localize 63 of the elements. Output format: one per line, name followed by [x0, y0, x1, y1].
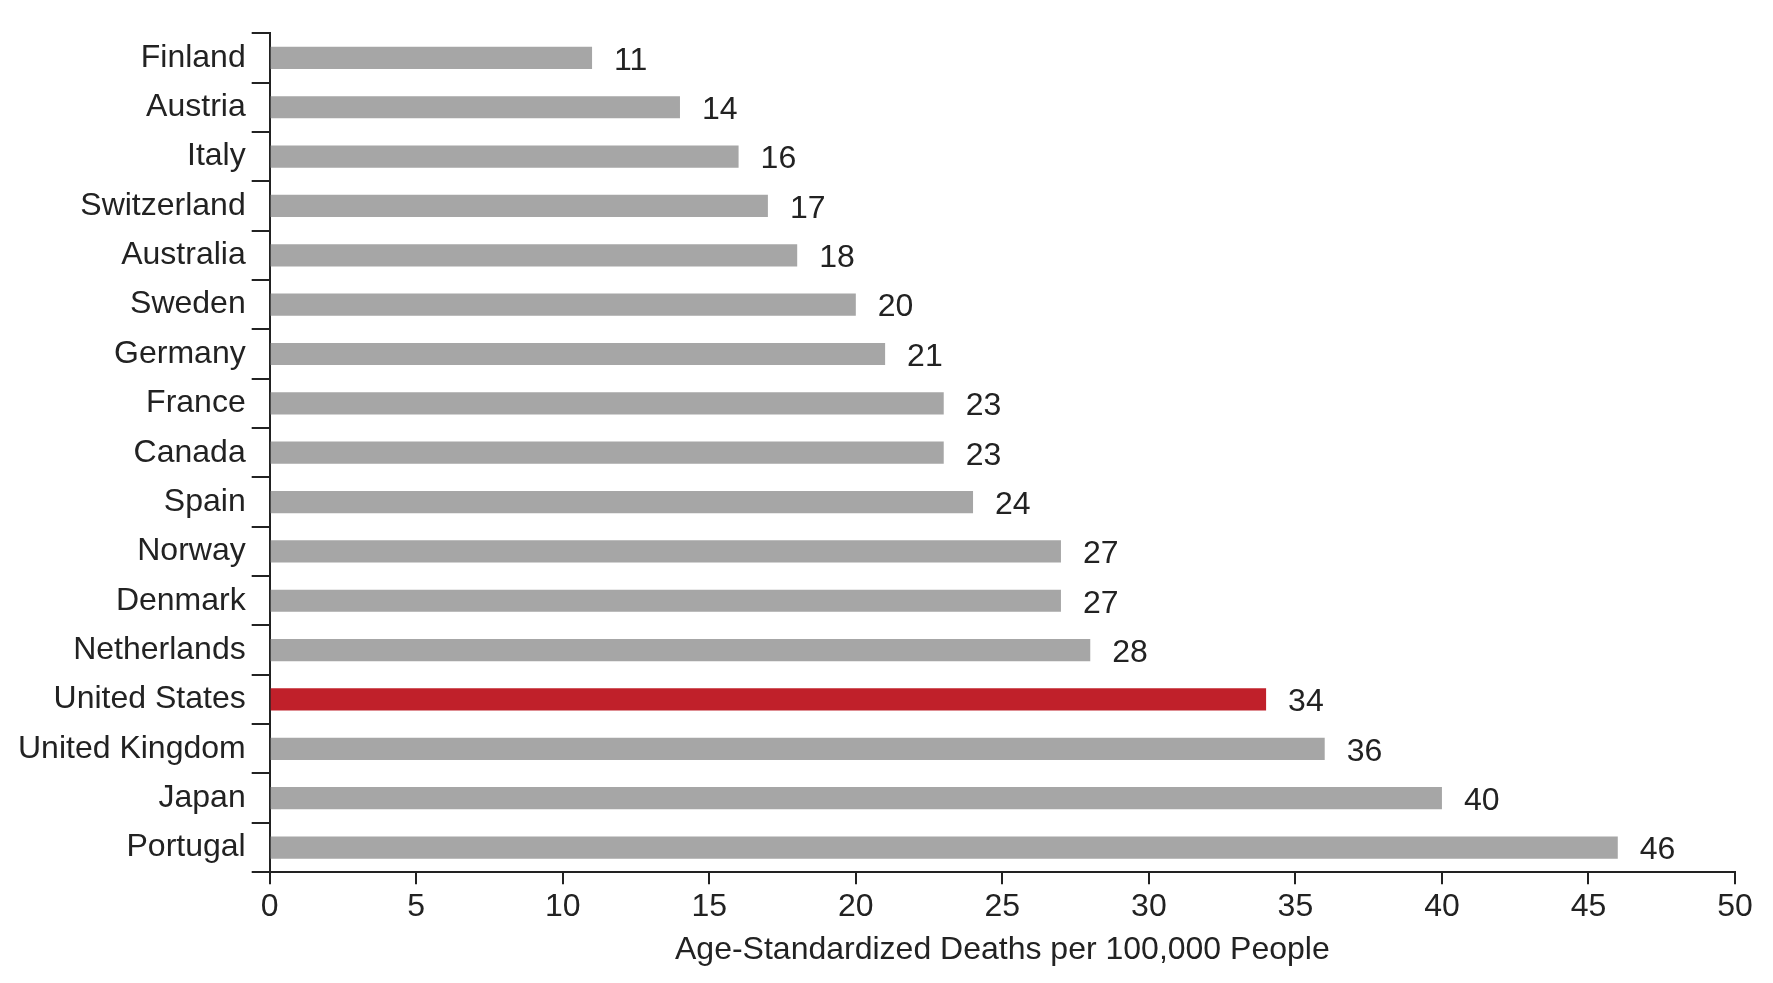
x-tick-label: 45 [1570, 887, 1607, 924]
bar [270, 244, 798, 267]
x-tick-label: 35 [1277, 887, 1314, 924]
x-tick-label: 30 [1131, 887, 1167, 924]
bar [270, 540, 1061, 563]
data-label: 27 [1082, 583, 1119, 620]
y-tick-label: Italy [187, 136, 246, 173]
x-tick-label: 10 [544, 887, 581, 924]
y-tick-label: France [146, 383, 246, 420]
y-tick-label: Australia [121, 235, 246, 272]
x-tick-label: 5 [407, 887, 426, 924]
x-tick-label: 0 [260, 887, 279, 924]
bar [270, 737, 1325, 760]
y-tick-label: United States [53, 679, 246, 716]
bar [270, 490, 974, 514]
bar [270, 836, 1618, 859]
data-label: 24 [995, 484, 1031, 521]
data-label: 34 [1288, 682, 1324, 719]
x-tick-label: 25 [984, 887, 1021, 924]
y-tick-label: United Kingdom [18, 728, 246, 765]
data-label: 23 [965, 435, 1002, 472]
x-tick-label: 50 [1717, 887, 1753, 924]
x-tick-label: 20 [838, 887, 874, 924]
data-label: 20 [877, 287, 914, 324]
x-axis-title: Age-Standardized Deaths per 100,000 People [675, 929, 1330, 966]
data-label: 40 [1463, 781, 1500, 817]
data-label: 16 [760, 139, 797, 176]
y-tick-label: Switzerland [80, 185, 246, 222]
data-label: 17 [789, 188, 826, 225]
bar [270, 589, 1061, 612]
y-tick-label: Norway [137, 531, 246, 568]
bar [270, 342, 886, 366]
data-label: 23 [965, 386, 1002, 423]
data-label: 27 [1082, 534, 1119, 571]
data-label: 11 [614, 40, 648, 77]
y-tick-label: Netherlands [73, 629, 246, 666]
bar [270, 145, 739, 168]
y-tick-label: Denmark [115, 580, 247, 617]
y-tick-label: Germany [114, 333, 246, 370]
bar [270, 787, 1442, 810]
y-tick-label: Canada [133, 432, 246, 469]
y-tick-label: Portugal [126, 827, 246, 864]
data-label: 18 [819, 238, 855, 275]
y-tick-label: Finland [140, 37, 246, 74]
bar [270, 639, 1091, 662]
data-label: 36 [1346, 731, 1383, 768]
bar [270, 441, 944, 464]
bar [270, 293, 856, 316]
x-tick-label: 40 [1424, 887, 1460, 924]
data-label: 28 [1112, 632, 1148, 669]
bar [270, 688, 1267, 711]
bar [270, 392, 944, 415]
bar [270, 96, 680, 119]
x-tick-label: 15 [691, 887, 728, 924]
bar [270, 194, 768, 218]
y-tick-label: Spain [163, 481, 246, 518]
data-label: 14 [701, 90, 738, 127]
data-label: 21 [907, 336, 943, 373]
y-tick-label: Japan [158, 778, 246, 814]
y-tick-label: Austria [146, 87, 246, 124]
bar [270, 46, 593, 69]
y-tick-label: Sweden [130, 284, 246, 321]
data-label: 46 [1639, 830, 1676, 867]
